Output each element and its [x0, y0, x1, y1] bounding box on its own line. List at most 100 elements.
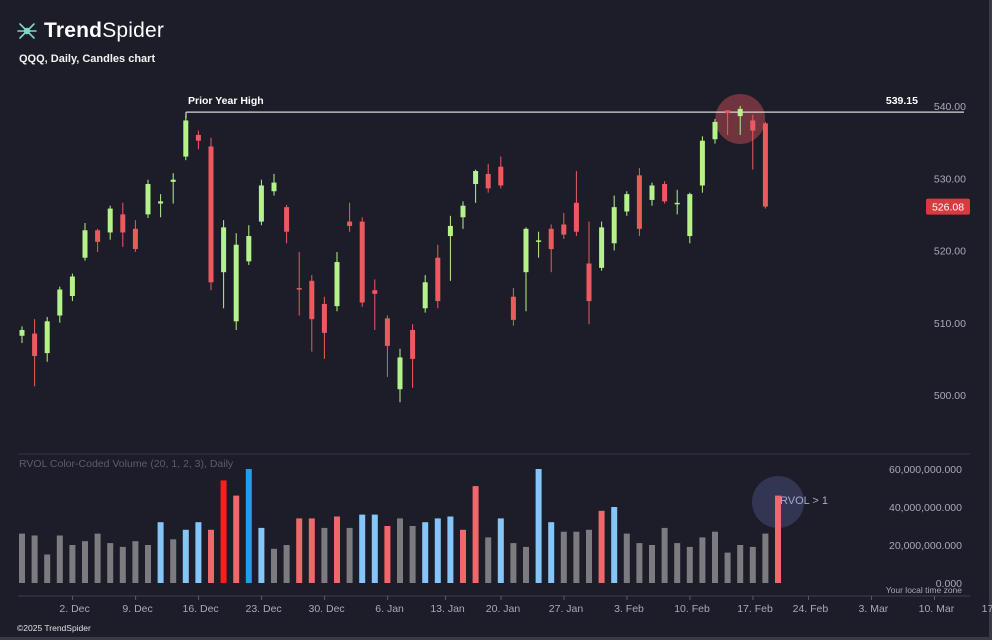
candle[interactable] [725, 110, 731, 135]
candle[interactable] [384, 315, 390, 377]
volume-bar[interactable] [220, 480, 227, 583]
volume-bar[interactable] [699, 537, 706, 583]
candle[interactable] [548, 224, 554, 273]
candle[interactable] [347, 202, 353, 232]
volume-bar[interactable] [208, 529, 214, 583]
volume-bar[interactable] [560, 531, 567, 583]
volume-bar[interactable] [245, 469, 252, 583]
candle[interactable] [208, 137, 214, 291]
candle[interactable] [321, 296, 327, 359]
candle[interactable] [233, 233, 239, 330]
candle[interactable] [258, 179, 264, 226]
volume-bar[interactable] [661, 527, 668, 583]
volume-bar[interactable] [283, 545, 290, 583]
volume-bar[interactable] [170, 539, 177, 583]
candle[interactable] [271, 173, 277, 196]
candle[interactable] [44, 316, 50, 362]
candle[interactable] [662, 181, 668, 204]
volume-bar[interactable] [195, 522, 202, 583]
volume-bar[interactable] [472, 486, 479, 583]
volume-bar[interactable] [548, 522, 555, 583]
candle[interactable] [145, 179, 151, 218]
volume-bar[interactable] [334, 516, 340, 584]
candle[interactable] [359, 217, 365, 307]
volume-bar[interactable] [94, 533, 101, 583]
volume-bar[interactable] [623, 533, 630, 583]
candle[interactable] [485, 163, 491, 193]
candle[interactable] [460, 201, 466, 229]
candle[interactable] [510, 288, 516, 326]
candle[interactable] [561, 212, 567, 239]
candle[interactable] [473, 169, 479, 203]
candle[interactable] [498, 156, 504, 189]
candle[interactable] [586, 221, 592, 325]
volume-bar[interactable] [636, 543, 643, 583]
candle[interactable] [170, 173, 176, 204]
volume-bar[interactable] [712, 531, 718, 583]
volume-bar[interactable] [132, 541, 139, 583]
volume-bar[interactable] [775, 495, 781, 583]
volume-bar[interactable] [182, 529, 189, 583]
volume-bar[interactable] [359, 514, 366, 583]
volume-bar[interactable] [233, 495, 240, 583]
volume-bar[interactable] [598, 510, 605, 583]
volume-bar[interactable] [44, 554, 51, 584]
candle[interactable] [195, 130, 201, 150]
volume-bar[interactable] [749, 546, 756, 583]
candle[interactable] [687, 192, 693, 244]
candle[interactable] [599, 221, 605, 271]
candle[interactable] [737, 106, 743, 135]
volume-bar[interactable] [523, 546, 529, 583]
volume-bar[interactable] [145, 545, 151, 583]
volume-bar[interactable] [447, 516, 454, 584]
volume-bar[interactable] [157, 522, 164, 583]
volume-bar[interactable] [422, 522, 429, 583]
volume-bar[interactable] [409, 526, 416, 583]
volume-bar[interactable] [485, 537, 492, 583]
candle[interactable] [334, 251, 340, 312]
volume-bar[interactable] [686, 546, 693, 583]
candle[interactable] [397, 348, 403, 403]
volume-bar[interactable] [384, 526, 391, 583]
candle[interactable] [158, 194, 164, 218]
candle[interactable] [120, 202, 126, 247]
volume-bar[interactable] [258, 527, 265, 583]
candle[interactable] [410, 324, 416, 388]
volume-bar[interactable] [107, 543, 114, 583]
candle-series[interactable] [19, 106, 768, 403]
volume-bar[interactable] [308, 518, 315, 583]
volume-bar[interactable] [434, 518, 441, 583]
candle[interactable] [611, 195, 617, 251]
candle[interactable] [523, 227, 529, 312]
candle[interactable] [57, 286, 63, 323]
volume-bar[interactable] [56, 535, 63, 584]
volume-bar[interactable] [649, 545, 655, 583]
volume-bar[interactable] [296, 518, 303, 583]
candle[interactable] [107, 205, 113, 240]
candle[interactable] [69, 273, 75, 302]
candle[interactable] [649, 182, 655, 206]
volume-bar[interactable] [69, 545, 76, 583]
volume-bar[interactable] [31, 535, 38, 584]
candle[interactable] [95, 228, 101, 252]
candle[interactable] [762, 121, 768, 209]
timezone-label[interactable]: Your local time zone [886, 585, 963, 595]
candle[interactable] [246, 225, 252, 265]
volume-bar[interactable] [535, 469, 542, 583]
volume-bar[interactable] [19, 533, 25, 583]
volume-bar[interactable] [460, 529, 466, 583]
candle[interactable] [573, 171, 579, 237]
candle[interactable] [447, 215, 453, 281]
volume-bar[interactable] [371, 514, 378, 583]
candle[interactable] [422, 275, 428, 313]
volume-bar[interactable] [573, 531, 580, 583]
volume-bar[interactable] [346, 527, 353, 583]
volume-bar[interactable] [82, 541, 88, 583]
volume-bar[interactable] [271, 548, 277, 583]
candle[interactable] [435, 244, 441, 309]
volume-bar[interactable] [762, 533, 769, 583]
candle[interactable] [712, 119, 718, 144]
candle[interactable] [221, 220, 227, 309]
candle[interactable] [624, 191, 630, 216]
